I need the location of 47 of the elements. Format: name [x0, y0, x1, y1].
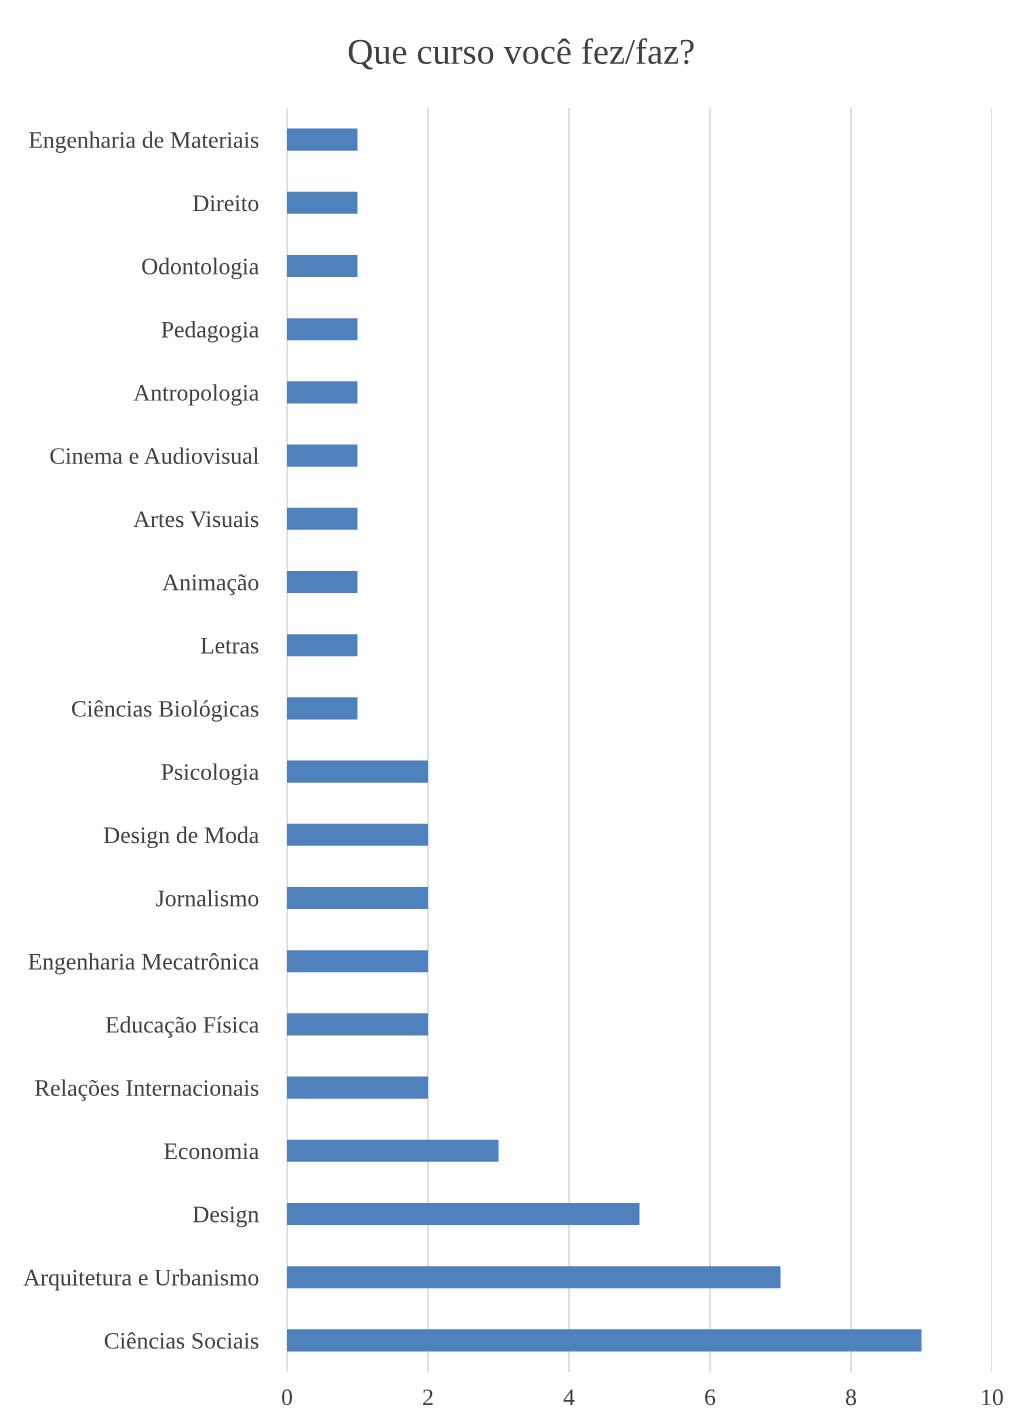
- bar: [287, 444, 358, 467]
- bar: [287, 381, 358, 404]
- x-tick-label: 6: [705, 1389, 716, 1406]
- bar: [287, 1139, 499, 1162]
- y-tick-label: Engenharia Mecatrônica: [28, 952, 259, 975]
- y-tick-label: Ciências Sociais: [104, 1332, 259, 1349]
- bar: [287, 634, 358, 657]
- y-tick-label: Ciências Biológicas: [71, 700, 259, 722]
- y-tick-label: Design: [193, 1206, 259, 1228]
- y-tick-label: Direito: [193, 195, 259, 212]
- y-tick-label: Jornalismo: [156, 889, 259, 907]
- bar: [287, 1329, 922, 1352]
- bar: [287, 1266, 781, 1289]
- y-tick-label: Arquitetura e Urbanismo: [23, 1269, 259, 1291]
- y-tick-label: Cinema e Audiovisual: [50, 447, 259, 465]
- bar: [287, 570, 358, 594]
- y-tick-label: Artes Visuais: [133, 511, 259, 528]
- bar: [287, 1013, 428, 1036]
- bar: [287, 950, 428, 973]
- bar: [287, 507, 358, 530]
- y-tick-label: Antropologia: [133, 384, 259, 406]
- bar: [287, 254, 358, 278]
- bar: [287, 886, 428, 910]
- y-tick-label: Design de Moda: [103, 826, 259, 849]
- y-tick-label: Animação: [162, 574, 259, 596]
- chart-title: Que curso você fez/faz?: [348, 38, 694, 70]
- y-tick-label: Odontologia: [142, 257, 259, 280]
- bar: [287, 128, 358, 151]
- x-tick-label: 2: [423, 1389, 433, 1406]
- bar: [287, 318, 358, 341]
- x-tick-label: 0: [282, 1389, 292, 1406]
- y-tick-label: Relações Internacionais: [35, 1079, 259, 1101]
- y-tick-label: Economia: [164, 1143, 259, 1160]
- bar: [287, 1076, 428, 1099]
- x-tick-label: 10: [982, 1389, 1003, 1406]
- x-tick-label: 8: [846, 1389, 856, 1406]
- bar: [287, 823, 428, 846]
- bar: [287, 697, 358, 720]
- bar: [287, 1202, 640, 1226]
- y-tick-label: Pedagogia: [161, 321, 259, 343]
- x-tick-label: 4: [563, 1389, 575, 1406]
- bar: [287, 191, 358, 214]
- y-tick-label: Engenharia de Materiais: [29, 131, 259, 153]
- bar: [287, 760, 428, 783]
- y-tick-label: Psicologia: [161, 763, 259, 785]
- y-tick-label: Letras: [200, 637, 259, 654]
- y-tick-label: Educação Física: [105, 1016, 259, 1038]
